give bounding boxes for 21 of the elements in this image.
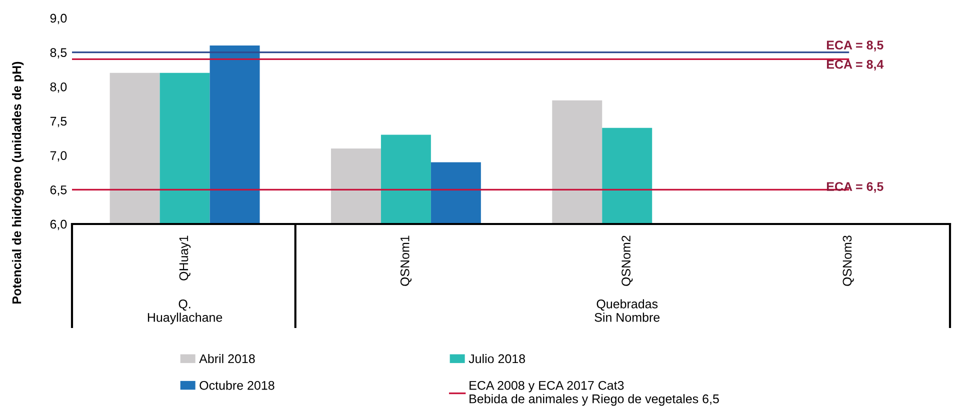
legend-label: Octubre 2018 <box>200 380 274 390</box>
y-tick-label: 6,0 <box>50 220 67 230</box>
legend-label: Julio 2018 <box>468 354 526 364</box>
text: Q. Huayllachane <box>148 300 222 324</box>
x-tick-label: QSNom3 <box>842 236 854 286</box>
y-tick-label: 7,0 <box>50 151 67 162</box>
y-axis-title: Potencial de hidrógeno (unidades de pH) <box>12 62 24 304</box>
x-tick-label: QSNom1 <box>400 236 412 286</box>
text: ECA 2008 y ECA 2017 Cat3 Bebida de animales y Riego de vegetales 6,5 <box>470 380 719 406</box>
y-tick-label: 6,5 <box>50 185 67 196</box>
ref-line-label: ECA = 8,5 <box>826 40 884 52</box>
ref-line-label: ECA = 6,5 <box>826 182 884 193</box>
x-tick-label: QHuay1 <box>179 236 191 280</box>
legend-label: Abril 2018 <box>199 354 255 364</box>
x-tick-label: QSNom2 <box>622 236 633 286</box>
y-tick-label: 9,0 <box>50 14 67 24</box>
ref-line-label: ECA = 8,4 <box>826 60 884 71</box>
y-tick-label: 7,5 <box>50 116 67 128</box>
y-tick-label: 8,5 <box>50 48 67 58</box>
y-tick-label: 8,0 <box>50 82 67 93</box>
text: Quebradas Sin Nombre <box>594 299 660 322</box>
